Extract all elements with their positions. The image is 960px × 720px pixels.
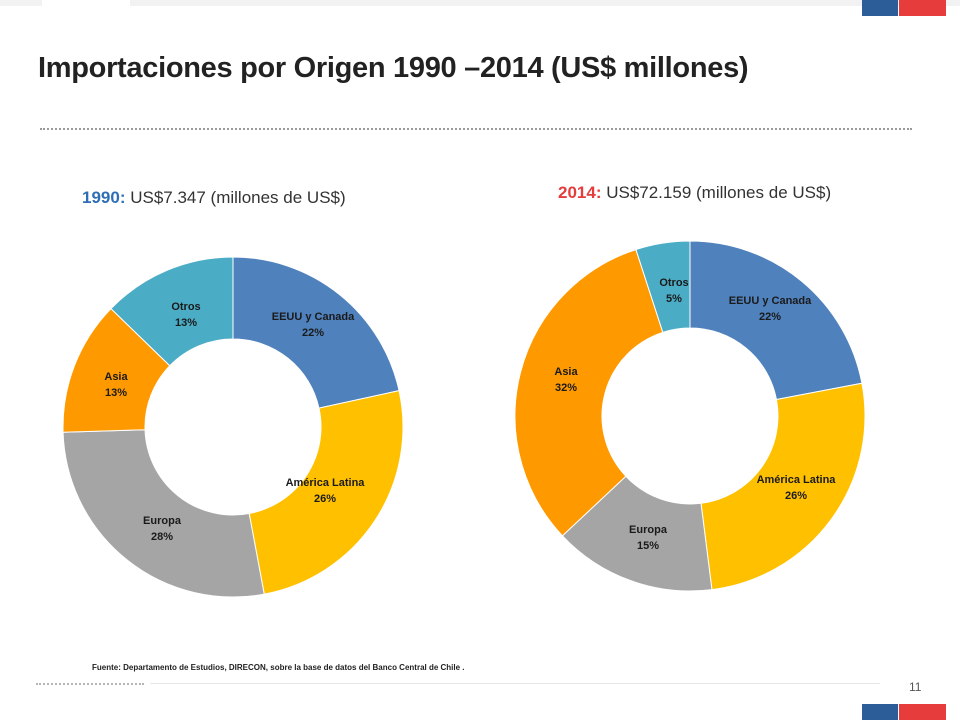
slice-label-1990-eeuu-y-canada: EEUU y Canada 22% xyxy=(272,311,355,339)
subtitle-2014: 2014: US$72.159 (millones de US$) xyxy=(558,183,831,203)
slice-2014-asia xyxy=(514,248,664,537)
divider-line-bottom xyxy=(150,683,880,684)
slice-label-2014-asia: Asia 32% xyxy=(554,366,578,394)
slice-label-2014-america-latina: América Latina 26% xyxy=(757,474,837,502)
flag-blue-bar-top xyxy=(862,0,898,16)
subtitle-1990-year: 1990: xyxy=(82,188,126,207)
subtitle-2014-year: 2014: xyxy=(558,183,602,202)
slice-label-2014-europa: Europa 15% xyxy=(629,524,668,552)
slice-1990-america-latina xyxy=(248,390,404,595)
source-note: Fuente: Departamento de Estudios, DIRECO… xyxy=(92,663,465,672)
slice-label-1990-otros: Otros 13% xyxy=(171,301,200,329)
subtitle-1990: 1990: US$7.347 (millones de US$) xyxy=(82,188,346,208)
slice-2014-eeuu-y-canada xyxy=(689,240,863,401)
slice-2014-otros xyxy=(635,240,691,333)
slice-1990-eeuu-y-canada xyxy=(232,256,400,409)
slice-2014-america-latina xyxy=(700,382,866,591)
slice-label-2014-eeuu-y-canada: EEUU y Canada 22% xyxy=(729,295,812,323)
subtitle-1990-text: US$7.347 (millones de US$) xyxy=(125,188,346,207)
slice-label-1990-europa: Europa 28% xyxy=(143,515,182,543)
slice-1990-europa xyxy=(62,429,265,598)
page-number: 11 xyxy=(909,680,922,694)
flag-red-bar-top xyxy=(899,0,946,16)
slice-label-1990-america-latina: América Latina 26% xyxy=(286,477,366,505)
dotted-divider-top xyxy=(40,128,912,130)
top-strip xyxy=(0,0,960,6)
slice-label-2014-otros: Otros 5% xyxy=(659,277,688,305)
flag-red-bar-bottom xyxy=(899,704,946,720)
flag-blue-bar-bottom xyxy=(862,704,898,720)
dotted-divider-bottom xyxy=(36,683,144,685)
slice-1990-otros xyxy=(110,256,234,367)
subtitle-2014-text: US$72.159 (millones de US$) xyxy=(601,183,832,202)
slide-title: Importaciones por Origen 1990 –2014 (US$… xyxy=(38,52,749,84)
slice-label-1990-asia: Asia 13% xyxy=(104,371,128,399)
